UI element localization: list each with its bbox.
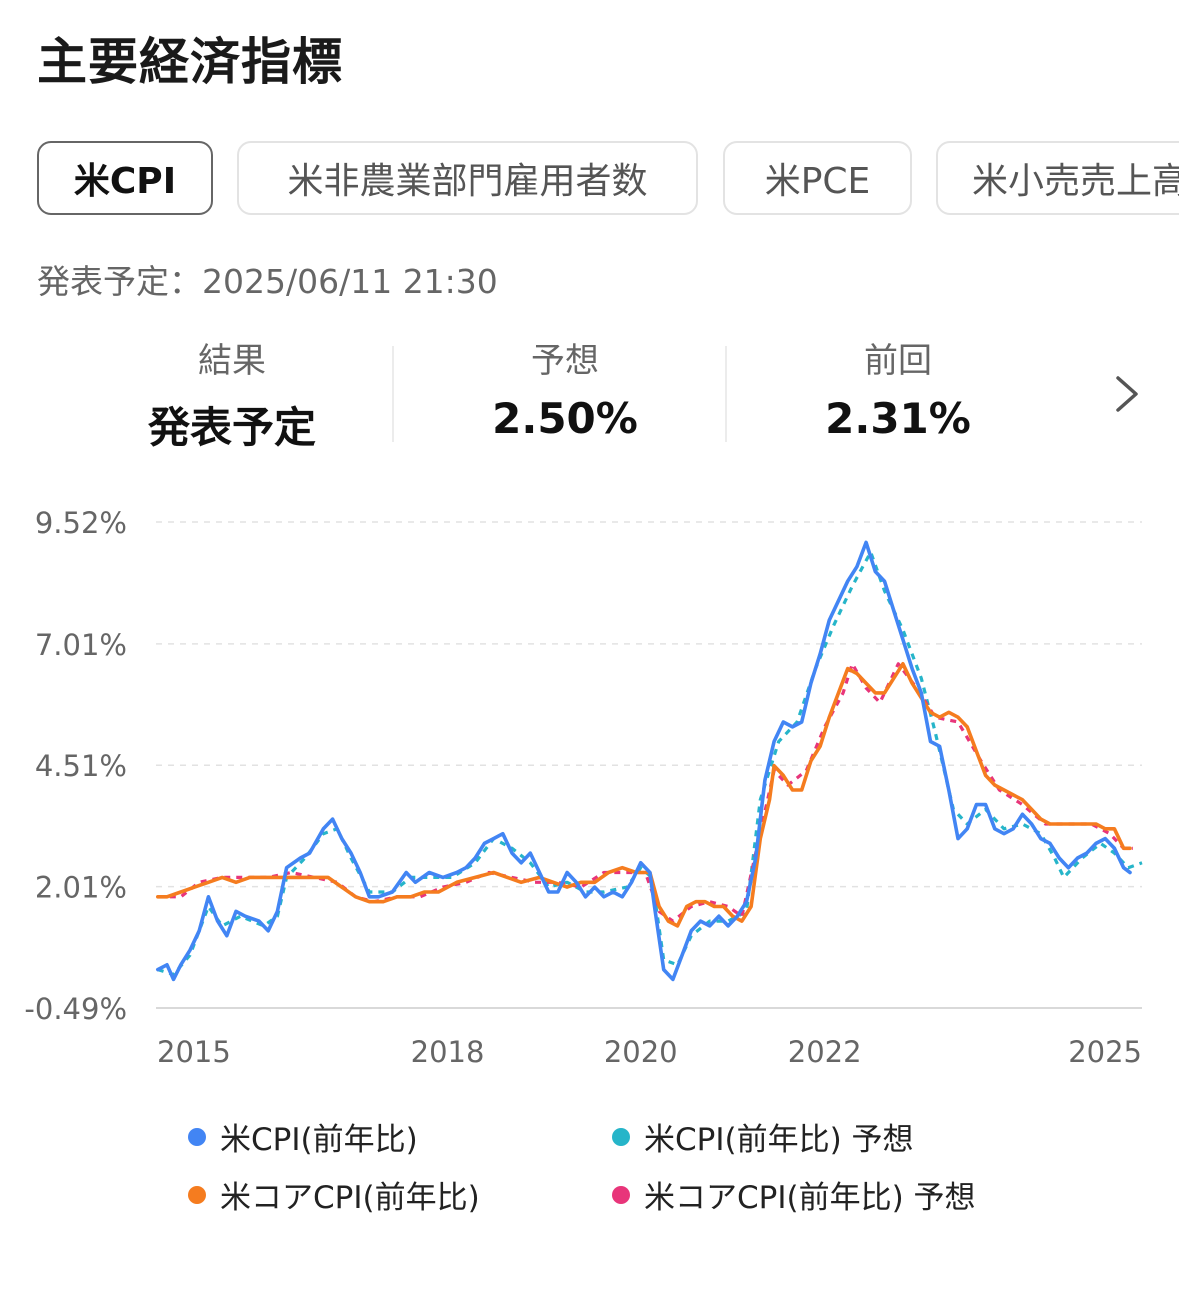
legend-label: 米CPI(前年比) [220,1122,418,1158]
x-tick-label: 2022 [788,1035,862,1069]
chevron-right-icon[interactable] [1108,372,1148,416]
series-line [156,540,1132,982]
indicator-tabs: 米CPI 米非農業部門雇用者数 米PCE 米小売売上高 [37,141,1179,219]
legend-item-us-cpi: 米CPI(前年比) [188,1114,418,1159]
y-tick-label: 2.01% [35,871,127,905]
legend-dot [188,1127,206,1146]
legend-dot [188,1185,206,1204]
chart-legend: 米CPI(前年比) 米CPI(前年比) 予想 米コアCPI(前年比) 米コアCP… [0,1110,1179,1220]
legend-dot [612,1127,630,1146]
stat-previous-value: 2.31% [825,394,971,443]
y-tick-label: -0.49% [24,992,127,1026]
series-line [157,662,1133,923]
page-title: 主要経済指標 [37,33,343,91]
y-tick-label: 7.01% [35,628,127,662]
series-line [156,662,1132,928]
stat-divider [725,346,727,442]
legend-item-us-core-cpi: 米コアCPI(前年比) [188,1172,480,1217]
tab-us-cpi[interactable]: 米CPI [37,141,213,215]
stat-previous: 前回 2.31% [732,338,1064,443]
series-line [157,550,1143,977]
x-tick-label: 2015 [157,1035,231,1069]
x-tick-label: 2020 [604,1035,678,1069]
y-tick-label: 9.52% [35,506,127,540]
legend-dot [612,1185,630,1204]
cpi-line-chart: 9.52% 7.01% 4.51% 2.01% -0.49% 2015 2018 2020 20… [24,506,1143,1069]
legend-item-us-core-cpi-forecast: 米コアCPI(前年比) 予想 [612,1172,976,1217]
stat-result-value: 発表予定 [147,403,316,452]
tab-us-pce[interactable]: 米PCE [723,141,912,215]
stat-result-label: 結果 [198,341,266,381]
stat-forecast-label: 予想 [531,341,599,381]
stat-previous-label: 前回 [864,341,932,381]
x-tick-label: 2025 [1068,1035,1142,1069]
stat-forecast: 予想 2.50% [399,338,731,443]
release-schedule: 発表予定：2025/06/11 21:30 [37,262,498,301]
tab-us-retail-sales[interactable]: 米小売売上高 [936,141,1179,215]
x-tick-label: 2018 [411,1035,485,1069]
tab-us-nonfarm-payrolls[interactable]: 米非農業部門雇用者数 [237,141,698,215]
legend-label: 米コアCPI(前年比) [220,1180,480,1216]
stats-row: 結果 発表予定 予想 2.50% 前回 2.31% [66,338,1146,452]
stat-result: 結果 発表予定 [66,338,398,455]
stat-divider [392,346,394,442]
stat-forecast-value: 2.50% [492,394,638,443]
y-tick-label: 4.51% [35,749,127,783]
legend-label: 米CPI(前年比) 予想 [644,1122,914,1158]
legend-item-us-cpi-forecast: 米CPI(前年比) 予想 [612,1114,914,1159]
legend-label: 米コアCPI(前年比) 予想 [644,1180,976,1216]
